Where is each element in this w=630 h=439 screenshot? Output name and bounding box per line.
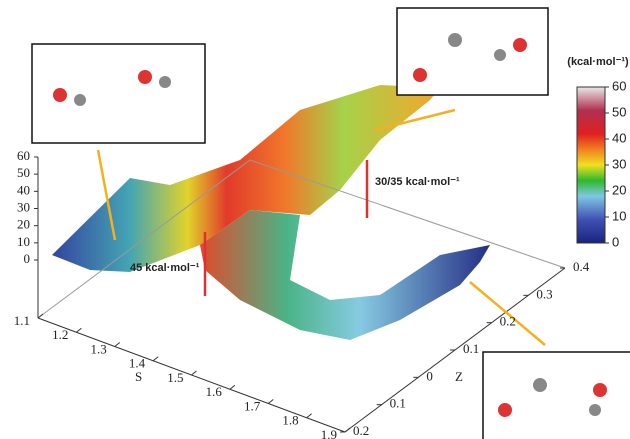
y-axis-label: Z xyxy=(455,369,463,384)
x-tick xyxy=(230,385,235,389)
x-tick xyxy=(38,314,43,318)
colorbar-tick-label: 50 xyxy=(612,104,626,119)
colorbar-tick-label: 40 xyxy=(612,130,626,145)
x-tick-label: 1.3 xyxy=(91,341,107,356)
colorbar-tick-label: 20 xyxy=(612,182,626,197)
x-tick-label: 1.2 xyxy=(52,327,68,342)
x-tick-label: 1.1 xyxy=(14,313,30,328)
x-axis-label: S xyxy=(135,369,142,384)
x-tick-label: 1.9 xyxy=(321,427,337,439)
y-tick-label: 0.2 xyxy=(500,314,516,329)
chart: 45 kcal·mol⁻¹ 30/35 kcal·mol⁻¹ S Z (kcal… xyxy=(0,0,630,439)
z-tick-label: 20 xyxy=(17,217,30,232)
x-tick-label: 1.6 xyxy=(206,384,223,399)
colorbar-tick-label: 0 xyxy=(612,234,619,249)
z-tick-label: 10 xyxy=(17,234,30,249)
x-tick xyxy=(345,428,350,432)
x-tick xyxy=(192,371,197,375)
x-tick-label: 1.7 xyxy=(244,398,261,413)
z-tick-label: 60 xyxy=(17,148,30,163)
z-tick-label: 40 xyxy=(17,182,30,197)
x-tick xyxy=(153,357,158,361)
colorbar-tick-label: 30 xyxy=(612,156,626,171)
z-tick-label: 50 xyxy=(17,165,30,180)
y-tick-label: 0.1 xyxy=(463,341,479,356)
x-tick-label: 1.5 xyxy=(167,370,183,385)
annotation: 30/35 kcal·mol⁻¹ xyxy=(375,176,460,188)
x-tick xyxy=(115,343,120,347)
z-tick-label: 30 xyxy=(17,199,30,214)
colorbar-tick-label: 60 xyxy=(612,78,626,93)
x-tick xyxy=(268,400,273,404)
colorbar-tick-label: 10 xyxy=(612,208,626,223)
y-tick-label: 0.1 xyxy=(390,396,406,411)
x-tick xyxy=(307,414,312,418)
colorbar-title: (kcal·mol⁻¹) xyxy=(567,56,629,68)
y-tick-label: 0.2 xyxy=(353,423,369,438)
z-tick-label: 0 xyxy=(24,251,31,266)
y-tick-label: 0.4 xyxy=(573,259,590,274)
y-tick-label: 0.3 xyxy=(536,286,552,301)
colorbar xyxy=(577,87,605,243)
x-tick-label: 1.8 xyxy=(282,413,298,428)
x-tick-label: 1.4 xyxy=(129,356,146,371)
annotation: 45 kcal·mol⁻¹ xyxy=(130,262,200,274)
x-tick xyxy=(76,328,81,332)
y-tick-label: 0 xyxy=(426,368,433,383)
